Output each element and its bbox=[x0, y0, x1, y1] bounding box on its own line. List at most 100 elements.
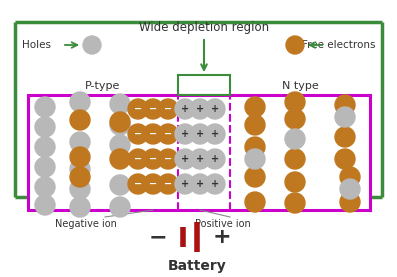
Text: −: − bbox=[164, 129, 172, 139]
Circle shape bbox=[175, 124, 195, 144]
Circle shape bbox=[285, 193, 305, 213]
Circle shape bbox=[70, 110, 90, 130]
Circle shape bbox=[245, 167, 265, 187]
Circle shape bbox=[128, 99, 148, 119]
Circle shape bbox=[286, 36, 304, 54]
Text: −: − bbox=[164, 154, 172, 164]
Text: −: − bbox=[149, 129, 157, 139]
Circle shape bbox=[143, 99, 163, 119]
Circle shape bbox=[175, 174, 195, 194]
Circle shape bbox=[335, 107, 355, 127]
Circle shape bbox=[335, 95, 355, 115]
Circle shape bbox=[70, 92, 90, 112]
Text: +: + bbox=[211, 104, 219, 114]
Text: −: − bbox=[134, 154, 142, 164]
Text: Wide depletion region: Wide depletion region bbox=[139, 21, 269, 34]
Text: +: + bbox=[181, 154, 189, 164]
Text: +: + bbox=[196, 154, 204, 164]
Text: Free electrons: Free electrons bbox=[301, 40, 375, 50]
Circle shape bbox=[285, 149, 305, 169]
Circle shape bbox=[340, 167, 360, 187]
Circle shape bbox=[35, 177, 55, 197]
Circle shape bbox=[190, 149, 210, 169]
Circle shape bbox=[190, 174, 210, 194]
Circle shape bbox=[245, 192, 265, 212]
Circle shape bbox=[70, 179, 90, 199]
Circle shape bbox=[158, 174, 178, 194]
Text: −: − bbox=[149, 227, 167, 247]
Text: −: − bbox=[164, 104, 172, 114]
Circle shape bbox=[245, 149, 265, 169]
Circle shape bbox=[110, 175, 130, 195]
Circle shape bbox=[70, 167, 90, 187]
Circle shape bbox=[110, 94, 130, 114]
Circle shape bbox=[35, 157, 55, 177]
Text: N type: N type bbox=[281, 81, 318, 91]
Circle shape bbox=[110, 149, 130, 169]
Circle shape bbox=[335, 149, 355, 169]
Bar bbox=[178, 75, 230, 95]
Text: −: − bbox=[149, 104, 157, 114]
Text: +: + bbox=[196, 129, 204, 139]
Circle shape bbox=[35, 97, 55, 117]
Circle shape bbox=[175, 149, 195, 169]
Circle shape bbox=[70, 159, 90, 179]
Circle shape bbox=[110, 115, 130, 135]
Circle shape bbox=[190, 124, 210, 144]
Circle shape bbox=[205, 99, 225, 119]
Text: Positive ion: Positive ion bbox=[195, 219, 251, 229]
Circle shape bbox=[340, 192, 360, 212]
Text: +: + bbox=[181, 179, 189, 189]
Circle shape bbox=[70, 147, 90, 167]
Text: +: + bbox=[181, 104, 189, 114]
Text: Holes: Holes bbox=[22, 40, 51, 50]
Circle shape bbox=[175, 99, 195, 119]
Circle shape bbox=[205, 174, 225, 194]
Circle shape bbox=[158, 124, 178, 144]
Circle shape bbox=[190, 99, 210, 119]
Text: +: + bbox=[213, 227, 231, 247]
Circle shape bbox=[158, 99, 178, 119]
Circle shape bbox=[285, 109, 305, 129]
Circle shape bbox=[245, 97, 265, 117]
Text: −: − bbox=[164, 179, 172, 189]
Circle shape bbox=[205, 124, 225, 144]
Text: −: − bbox=[134, 179, 142, 189]
Text: +: + bbox=[211, 154, 219, 164]
Circle shape bbox=[158, 149, 178, 169]
Bar bbox=[28, 95, 370, 210]
Circle shape bbox=[70, 197, 90, 217]
Circle shape bbox=[35, 117, 55, 137]
Circle shape bbox=[143, 124, 163, 144]
Text: Battery: Battery bbox=[168, 259, 226, 273]
Circle shape bbox=[143, 174, 163, 194]
Circle shape bbox=[285, 92, 305, 112]
Circle shape bbox=[35, 137, 55, 157]
Circle shape bbox=[128, 174, 148, 194]
Circle shape bbox=[245, 137, 265, 157]
Circle shape bbox=[70, 132, 90, 152]
Circle shape bbox=[83, 36, 101, 54]
Text: P-type: P-type bbox=[85, 81, 121, 91]
Text: +: + bbox=[181, 129, 189, 139]
Text: +: + bbox=[211, 179, 219, 189]
Circle shape bbox=[335, 127, 355, 147]
Circle shape bbox=[35, 195, 55, 215]
Text: Negative ion: Negative ion bbox=[55, 219, 117, 229]
Text: −: − bbox=[134, 129, 142, 139]
Circle shape bbox=[110, 112, 130, 132]
Circle shape bbox=[128, 124, 148, 144]
Text: +: + bbox=[211, 129, 219, 139]
Text: −: − bbox=[149, 179, 157, 189]
Circle shape bbox=[143, 149, 163, 169]
Circle shape bbox=[110, 135, 130, 155]
Circle shape bbox=[110, 197, 130, 217]
Circle shape bbox=[285, 172, 305, 192]
Circle shape bbox=[340, 179, 360, 199]
Circle shape bbox=[128, 149, 148, 169]
Circle shape bbox=[245, 115, 265, 135]
Circle shape bbox=[285, 129, 305, 149]
Text: +: + bbox=[196, 104, 204, 114]
Circle shape bbox=[205, 149, 225, 169]
Text: +: + bbox=[196, 179, 204, 189]
